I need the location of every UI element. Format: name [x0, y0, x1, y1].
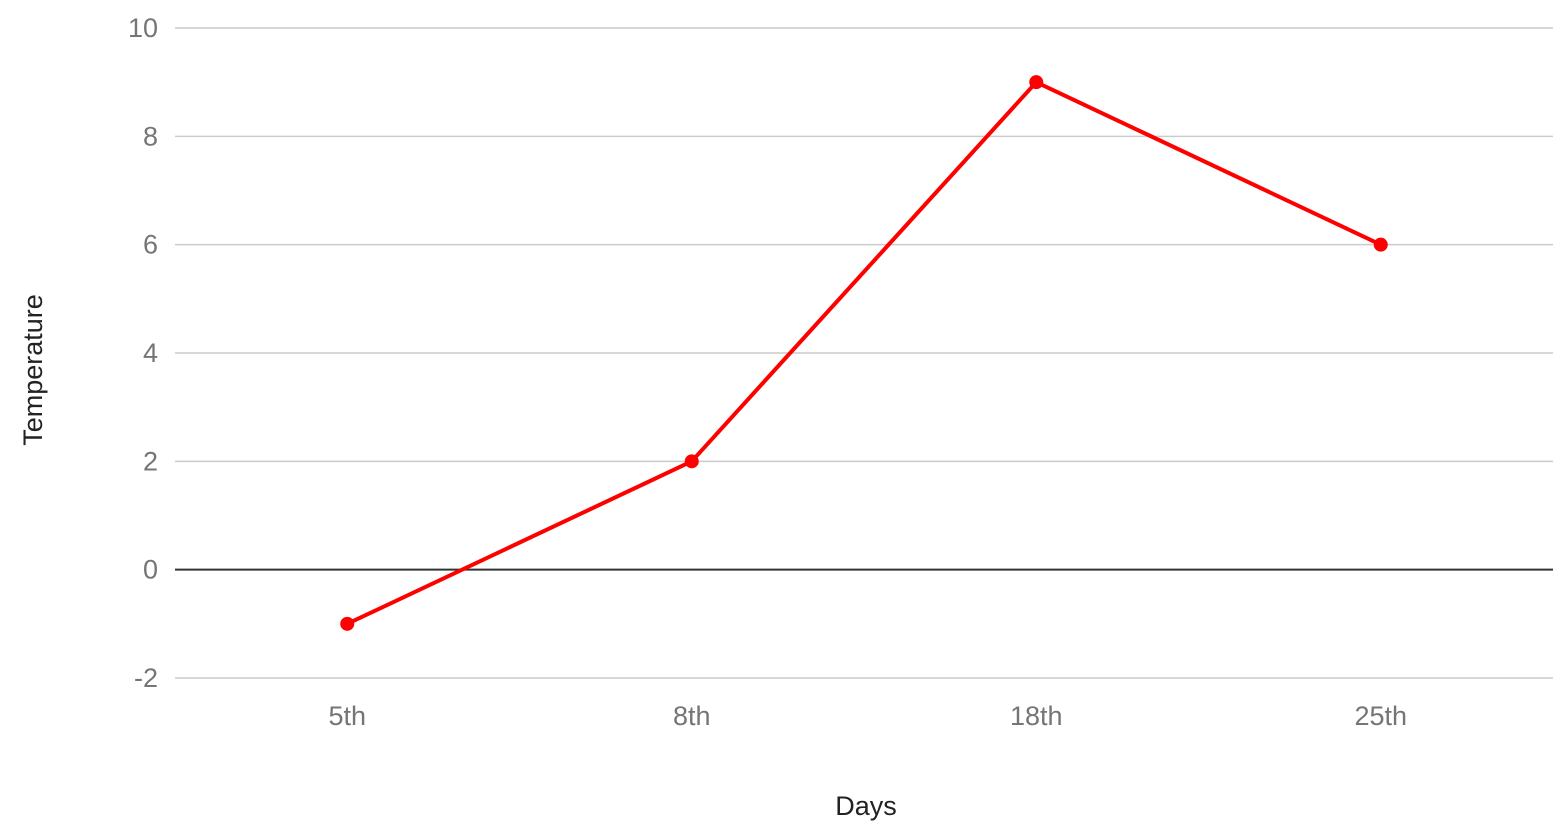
- x-tick-labels: 5th 8th 18th 25th: [328, 701, 1407, 731]
- y-tick-label: -2: [134, 663, 158, 693]
- gridlines: [175, 27, 1553, 679]
- y-tick-label: 0: [143, 555, 158, 585]
- y-tick-labels: -2 0 2 4 6 8 10: [128, 13, 158, 693]
- x-tick-label: 25th: [1354, 701, 1407, 731]
- y-axis-title: Temperature: [18, 294, 48, 446]
- data-point[interactable]: [684, 454, 699, 469]
- x-axis-title: Days: [835, 791, 897, 821]
- x-tick-label: 8th: [673, 701, 711, 731]
- y-tick-label: 2: [143, 446, 158, 476]
- y-tick-label: 8: [143, 121, 158, 151]
- data-point[interactable]: [1373, 237, 1388, 252]
- x-tick-label: 18th: [1010, 701, 1063, 731]
- y-tick-label: 10: [128, 13, 158, 43]
- y-tick-label: 4: [143, 338, 158, 368]
- series-layer: [340, 75, 1388, 631]
- x-tick-label: 5th: [328, 701, 366, 731]
- data-point[interactable]: [1029, 75, 1044, 90]
- series-line: [345, 80, 1383, 626]
- data-point[interactable]: [340, 616, 355, 631]
- y-tick-label: 6: [143, 230, 158, 260]
